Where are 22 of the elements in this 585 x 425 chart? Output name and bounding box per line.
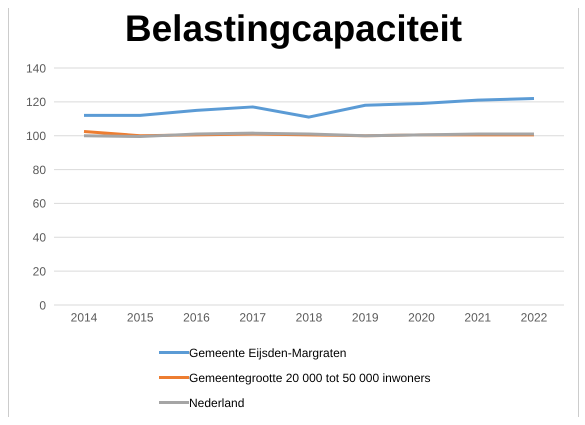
line-series — [82, 96, 536, 119]
y-tick-label: 80 — [32, 162, 46, 177]
x-tick-label: 2020 — [408, 310, 436, 325]
x-tick-label: 2016 — [183, 310, 210, 325]
y-tick-label: 20 — [32, 264, 46, 278]
y-tick-label: 120 — [26, 95, 46, 110]
x-tick-label: 2021 — [464, 310, 492, 325]
x-tick-label: 2022 — [520, 310, 548, 325]
y-tick-label: 100 — [26, 128, 46, 143]
y-tick-label: 140 — [26, 61, 46, 76]
x-tick-label: 2019 — [352, 310, 379, 325]
x-tick-label: 2017 — [239, 310, 266, 325]
x-tick-label: 2014 — [70, 310, 98, 325]
chart-title: Belastingcapaciteit — [124, 8, 464, 51]
legend-label: Nederland — [189, 396, 244, 410]
y-tick-label: 0 — [39, 298, 46, 312]
legend-label: Gemeentegrootte 20 000 tot 50 000 inwoners — [189, 370, 430, 384]
y-tick-label: 60 — [32, 196, 46, 211]
x-tick-label: 2018 — [296, 310, 323, 325]
x-tick-label: 2015 — [126, 310, 154, 325]
y-tick-label: 40 — [32, 230, 46, 245]
legend-label: Gemeente Eijsden-Margraten — [189, 346, 346, 360]
